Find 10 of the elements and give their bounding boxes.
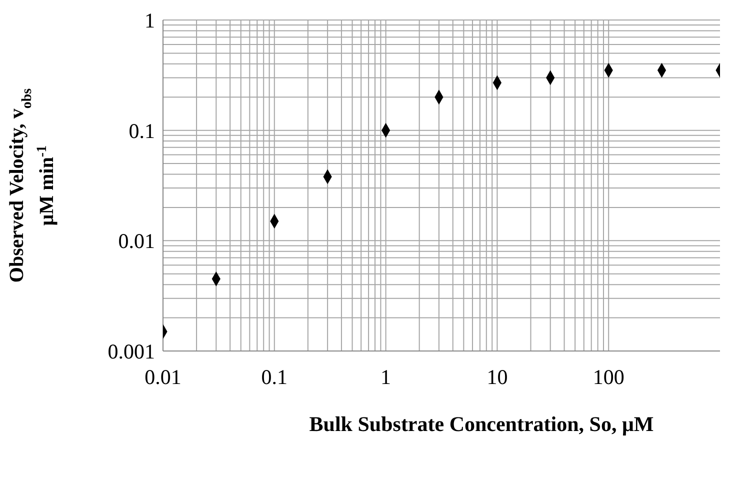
y-tick-label: 0.001	[108, 339, 155, 364]
x-tick-label: 0.01	[144, 364, 182, 389]
x-tick-label: 10	[486, 364, 508, 389]
y-tick-label: 0.1	[128, 118, 155, 143]
x-tick-label: 0.1	[261, 364, 288, 389]
y-tick-label: 1	[144, 8, 155, 32]
x-tick-label: 1	[380, 364, 392, 389]
x-tick-label: 100	[592, 364, 624, 389]
x-axis-title: Bulk Substrate Concentration, So, μM	[309, 412, 654, 436]
y-tick-label: 0.01	[118, 229, 155, 254]
